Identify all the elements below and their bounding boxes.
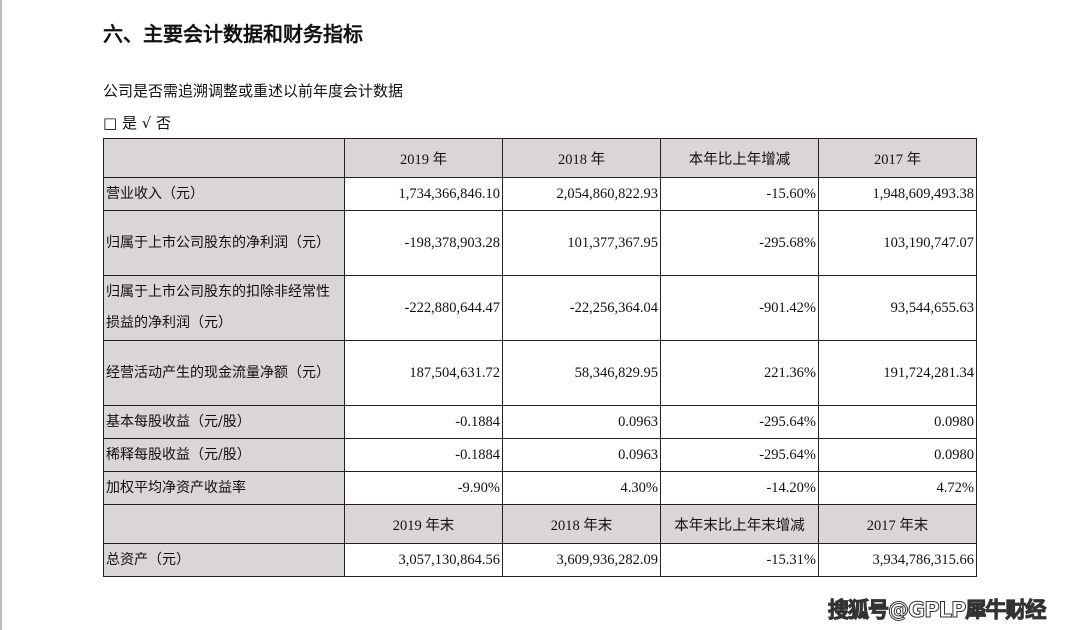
table-row: 加权平均净资产收益率 -9.90% 4.30% -14.20% 4.72% xyxy=(103,471,977,505)
header-cell: 2017 年末 xyxy=(818,504,977,544)
table-row: 经营活动产生的现金流量净额（元） 187,504,631.72 58,346,829… xyxy=(103,340,977,406)
value-cell: 101,377,367.95 xyxy=(502,210,661,276)
header-cell: 2018 年 xyxy=(502,138,661,178)
value-cell: 3,609,936,282.09 xyxy=(502,543,661,577)
value-cell: -198,378,903.28 xyxy=(344,210,503,276)
value-cell: -0.1884 xyxy=(344,438,503,472)
value-cell: -15.60% xyxy=(660,177,819,211)
value-cell: 0.0980 xyxy=(818,405,977,439)
value-cell: 103,190,747.07 xyxy=(818,210,977,276)
table-row: 营业收入（元） 1,734,366,846.10 2,054,860,822.93-… xyxy=(103,177,977,211)
value-cell: 4.30% xyxy=(502,471,661,505)
header-cell: 2019 年 xyxy=(344,138,503,178)
value-cell: -222,880,644.47 xyxy=(344,275,503,341)
row-label: 加权平均净资产收益率 xyxy=(103,471,345,505)
header-cell: 2017 年 xyxy=(818,138,977,178)
value-cell: -14.20% xyxy=(660,471,819,505)
value-cell: 191,724,281.34 xyxy=(818,340,977,406)
header-cell: 2018 年末 xyxy=(502,504,661,544)
value-cell: -295.64% xyxy=(660,438,819,472)
row-label: 归属于上市公司股东的净利润（元） xyxy=(103,210,345,276)
row-label: 总资产（元） xyxy=(103,543,345,577)
header-cell: 2019 年末 xyxy=(344,504,503,544)
table-row: 基本每股收益（元/股） -0.1884 0.0963 -295.64% 0.0980 xyxy=(103,405,977,439)
page-edge xyxy=(0,0,2,630)
restatement-options: □ 是 √ 否 xyxy=(103,114,172,132)
value-cell: 0.0963 xyxy=(502,405,661,439)
value-cell: -22,256,364.04 xyxy=(502,275,661,341)
header-row: 2019 年末 2018 年末 本年末比上年末增减 2017 年末 xyxy=(103,504,977,544)
value-cell: -901.42% xyxy=(660,275,819,341)
value-cell: 1,948,609,493.38 xyxy=(818,177,977,211)
section-title: 六、主要会计数据和财务指标 xyxy=(103,22,363,46)
value-cell: -0.1884 xyxy=(344,405,503,439)
table-row: 归属于上市公司股东的扣除非经常性损益的净利润（元） -222,880,644.47… xyxy=(103,275,977,341)
row-label: 经营活动产生的现金流量净额（元） xyxy=(103,340,345,406)
value-cell: -295.64% xyxy=(660,405,819,439)
value-cell: 3,057,130,864.56 xyxy=(344,543,503,577)
value-cell: 0.0980 xyxy=(818,438,977,472)
row-label: 营业收入（元） xyxy=(103,177,345,211)
value-cell: 4.72% xyxy=(818,471,977,505)
value-cell: 58,346,829.95 xyxy=(502,340,661,406)
header-cell xyxy=(103,504,345,544)
value-cell: -295.68% xyxy=(660,210,819,276)
row-label: 归属于上市公司股东的扣除非经常性损益的净利润（元） xyxy=(103,275,345,341)
value-cell: 3,934,786,315.66 xyxy=(818,543,977,577)
value-cell: -15.31% xyxy=(660,543,819,577)
value-cell: 187,504,631.72 xyxy=(344,340,503,406)
watermark: 搜狐号@GPLP犀牛财经 xyxy=(827,598,1046,623)
value-cell: 0.0963 xyxy=(502,438,661,472)
value-cell: 2,054,860,822.93 xyxy=(502,177,661,211)
header-cell: 本年比上年增减 xyxy=(660,138,819,178)
header-cell: 本年末比上年末增减 xyxy=(660,504,819,544)
value-cell: -9.90% xyxy=(344,471,503,505)
financial-table: 2019 年 2018 年本年比上年增减 2017 年营业收入（元） 1,734,36… xyxy=(103,138,977,577)
row-label: 稀释每股收益（元/股） xyxy=(103,438,345,472)
table-row: 归属于上市公司股东的净利润（元） -198,378,903.28 101,377,3… xyxy=(103,210,977,276)
value-cell: 93,544,655.63 xyxy=(818,275,977,341)
value-cell: 221.36% xyxy=(660,340,819,406)
row-label: 基本每股收益（元/股） xyxy=(103,405,345,439)
value-cell: 1,734,366,846.10 xyxy=(344,177,503,211)
table-row: 总资产（元） 3,057,130,864.56 3,609,936,282.09 -1… xyxy=(103,543,977,577)
restatement-question: 公司是否需追溯调整或重述以前年度会计数据 xyxy=(103,82,404,100)
header-cell xyxy=(103,138,345,178)
header-row: 2019 年 2018 年本年比上年增减 2017 年 xyxy=(103,138,977,178)
table-row: 稀释每股收益（元/股） -0.1884 0.0963 -295.64% 0.0980 xyxy=(103,438,977,472)
